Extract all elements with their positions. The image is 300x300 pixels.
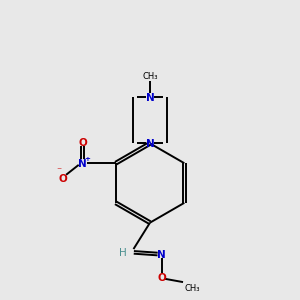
Text: H: H xyxy=(119,248,127,258)
Text: O: O xyxy=(58,174,67,184)
Text: N: N xyxy=(146,93,154,103)
Text: O: O xyxy=(157,273,166,283)
Text: CH₃: CH₃ xyxy=(184,284,200,292)
Text: +: + xyxy=(84,156,90,162)
Text: ⁻: ⁻ xyxy=(56,166,61,176)
Text: N: N xyxy=(78,159,87,169)
Text: N: N xyxy=(146,140,154,149)
Text: N: N xyxy=(157,250,166,260)
Text: CH₃: CH₃ xyxy=(142,71,158,80)
Text: O: O xyxy=(78,138,87,148)
